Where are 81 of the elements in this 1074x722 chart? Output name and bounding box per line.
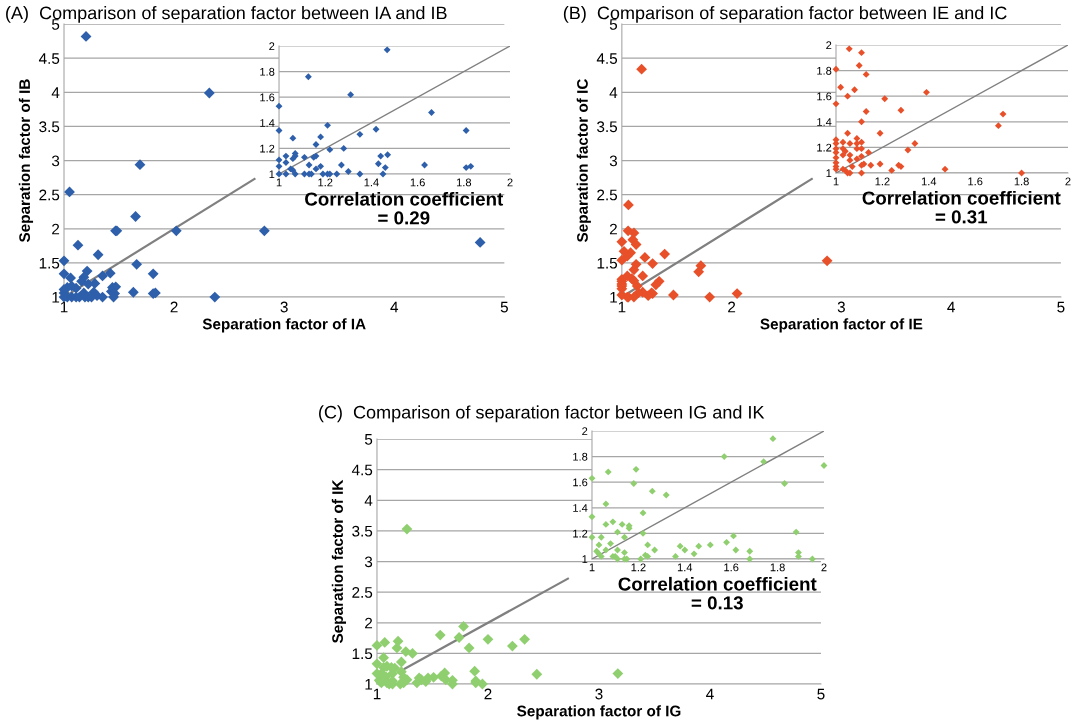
y-tick-label: 5 bbox=[364, 434, 373, 445]
x-tick-label: 1 bbox=[833, 177, 839, 186]
y-tick-label: 3 bbox=[51, 155, 60, 167]
y-axis-title: Separation factor of IK bbox=[331, 479, 347, 644]
y-tick-label: 3.5 bbox=[597, 121, 618, 133]
annotation: Correlation coefficient = 0.31 bbox=[862, 190, 1061, 224]
x-axis-title: Separation factor of IE bbox=[760, 318, 923, 333]
x-tick-label: 5 bbox=[1057, 301, 1065, 313]
x-tick-label: 1.4 bbox=[921, 177, 937, 186]
y-tick-label: 2.5 bbox=[352, 587, 373, 598]
x-tick-label: 1.2 bbox=[875, 177, 890, 186]
x-tick-label: 1.2 bbox=[631, 563, 646, 572]
y-tick-label: 1.2 bbox=[260, 144, 275, 153]
y-tick-label: 1.5 bbox=[597, 257, 618, 269]
x-tick-label: 1 bbox=[589, 563, 595, 572]
x-tick-label: 1.8 bbox=[456, 178, 472, 187]
y-tick-label: 1.8 bbox=[260, 67, 275, 76]
x-tick-label: 2 bbox=[507, 178, 513, 187]
x-tick-label: 2 bbox=[1065, 177, 1071, 186]
y-tick-label: 1.4 bbox=[260, 119, 275, 127]
y-tick-label: 1 bbox=[365, 679, 373, 690]
x-tick-label: 4 bbox=[390, 301, 399, 313]
y-tick-label: 1.2 bbox=[817, 143, 832, 152]
y-tick-label: 3 bbox=[609, 155, 618, 167]
y-tick-label: 2 bbox=[826, 41, 832, 50]
y-tick-label: 1.5 bbox=[39, 257, 60, 269]
y-tick-label: 1.2 bbox=[573, 529, 588, 538]
y-tick-label: 1.6 bbox=[573, 478, 588, 487]
y-tick-label: 1.5 bbox=[352, 648, 373, 660]
y-tick-label: 1 bbox=[582, 555, 588, 563]
x-tick-label: 1 bbox=[276, 178, 282, 187]
y-tick-label: 2 bbox=[365, 617, 373, 629]
y-tick-label: 2 bbox=[609, 223, 617, 235]
x-tick-label: 5 bbox=[500, 301, 508, 313]
y-tick-label: 4.5 bbox=[596, 53, 618, 64]
x-tick-label: 2 bbox=[484, 688, 492, 700]
x-tick-label: 4 bbox=[706, 688, 714, 700]
x-tick-label: 1 bbox=[373, 688, 381, 700]
y-tick-label: 2 bbox=[52, 223, 60, 235]
y-axis-title: Separation factor of IC bbox=[576, 79, 591, 243]
x-tick-label: 2 bbox=[170, 301, 178, 313]
y-tick-label: 1.6 bbox=[817, 92, 832, 101]
y-tick-label: 1 bbox=[269, 170, 275, 179]
y-tick-label: 1.8 bbox=[817, 66, 832, 75]
y-tick-label: 1 bbox=[610, 292, 617, 303]
y-tick-label: 2 bbox=[269, 42, 275, 51]
y-tick-label: 3.5 bbox=[352, 525, 373, 537]
y-tick-label: 1.8 bbox=[573, 452, 588, 461]
y-tick-label: 4 bbox=[364, 495, 373, 506]
x-tick-label: 1 bbox=[60, 301, 68, 313]
x-tick-label: 2 bbox=[728, 301, 736, 313]
y-tick-label: 4.5 bbox=[38, 53, 60, 64]
y-tick-label: 1.4 bbox=[573, 504, 588, 512]
y-tick-label: 1 bbox=[826, 169, 832, 178]
x-tick-label: 1.4 bbox=[677, 563, 693, 572]
x-tick-label: 1.6 bbox=[410, 178, 425, 187]
x-tick-label: 1 bbox=[618, 301, 626, 313]
x-axis-title: Separation factor of IA bbox=[202, 318, 366, 333]
y-tick-label: 1.6 bbox=[260, 93, 275, 102]
x-tick-label: 4 bbox=[947, 301, 955, 313]
y-tick-label: 4 bbox=[51, 87, 60, 98]
x-tick-label: 1.6 bbox=[968, 177, 983, 186]
y-tick-label: 3.5 bbox=[39, 121, 60, 133]
annotation: Correlation coefficient = 0.13 bbox=[618, 576, 817, 610]
y-tick-label: 1.4 bbox=[817, 118, 832, 126]
y-tick-label: 1 bbox=[52, 292, 60, 303]
x-tick-label: 1.8 bbox=[1014, 177, 1029, 186]
chart-title: (C) Comparison of separation factor between IG and IK bbox=[319, 405, 765, 423]
y-axis-title: Separation factor of IB bbox=[18, 79, 34, 243]
x-axis-title: Separation factor of IG bbox=[517, 705, 681, 720]
y-tick-label: 2.5 bbox=[597, 189, 618, 201]
x-tick-label: 1.2 bbox=[318, 178, 333, 187]
x-tick-label: 1.8 bbox=[770, 563, 785, 572]
y-tick-label: 4 bbox=[609, 87, 618, 98]
x-tick-label: 3 bbox=[280, 301, 288, 313]
annotation: Correlation coefficient = 0.29 bbox=[305, 191, 504, 225]
y-tick-label: 4.5 bbox=[351, 464, 373, 476]
x-tick-label: 1.6 bbox=[724, 563, 739, 572]
x-tick-label: 3 bbox=[837, 301, 845, 313]
y-tick-label: 2 bbox=[582, 427, 588, 435]
y-tick-label: 2.5 bbox=[39, 189, 60, 201]
